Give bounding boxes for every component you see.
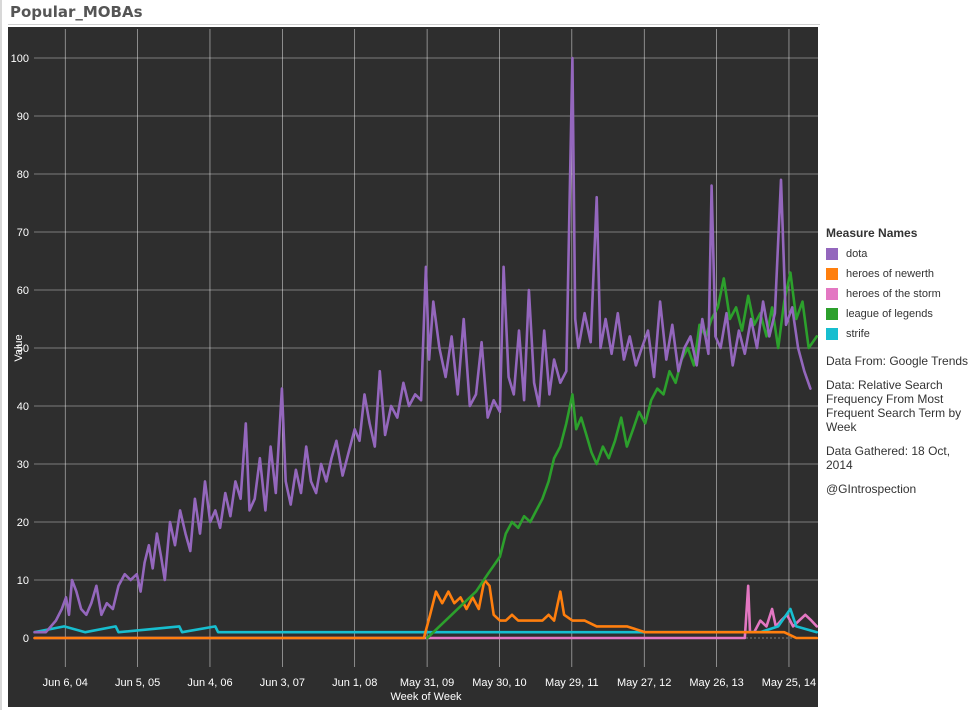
y-tick-label: 90: [17, 111, 29, 123]
legend-swatch: [826, 248, 838, 260]
legend: Measure Names dota heroes of newerth heroe…: [826, 226, 976, 496]
title-divider: [8, 24, 820, 25]
legend-title: Measure Names: [826, 226, 918, 240]
legend-label: heroes of the storm: [846, 288, 941, 300]
description-note: Data: Relative Search Frequency From Mos…: [826, 378, 962, 434]
legend-swatch: [826, 288, 838, 300]
series-line-strife: [33, 607, 819, 634]
series-line-league-of-legends: [425, 271, 819, 640]
legend-swatch: [826, 268, 838, 280]
legend-label: heroes of newerth: [846, 268, 935, 280]
y-tick-label: 10: [17, 575, 29, 587]
window-edge: [0, 0, 2, 710]
x-tick-label: Jun 3, 07: [260, 677, 305, 689]
x-tick-label: May 30, 10: [472, 677, 526, 689]
legend-label: strife: [846, 328, 870, 340]
legend-item-strife[interactable]: strife: [826, 324, 976, 344]
y-tick-label: 60: [17, 285, 29, 297]
x-tick-label: Jun 5, 05: [115, 677, 160, 689]
x-tick-label: Jun 6, 04: [43, 677, 88, 689]
handle-note: @GIntrospection: [826, 482, 917, 496]
series-line-heroes-of-newerth: [33, 578, 819, 640]
y-tick-label: 80: [17, 169, 29, 181]
legend-label: league of legends: [846, 308, 933, 320]
y-tick-label: 20: [17, 517, 29, 529]
x-axis-title: Week of Week: [390, 691, 462, 703]
legend-item-heroes-of-the-storm[interactable]: heroes of the storm: [826, 284, 976, 304]
legend-item-league-of-legends[interactable]: league of legends: [826, 304, 976, 324]
y-tick-label: 50: [17, 343, 29, 355]
legend-swatch: [826, 328, 838, 340]
legend-swatch: [826, 308, 838, 320]
x-tick-label: May 31, 09: [400, 677, 454, 689]
series-line-heroes-of-the-storm: [33, 584, 819, 640]
x-tick-label: May 26, 13: [689, 677, 743, 689]
y-tick-label: 100: [11, 53, 29, 65]
y-tick-label: 0: [23, 633, 29, 645]
legend-label: dota: [846, 248, 868, 260]
legend-items: dota heroes of newerth heroes of the storm…: [826, 244, 976, 344]
source-note: Data From: Google Trends: [826, 354, 969, 368]
x-tick-label: May 27, 12: [617, 677, 671, 689]
x-tick-label: May 25, 14: [762, 677, 816, 689]
y-tick-label: 40: [17, 401, 29, 413]
legend-item-heroes-of-newerth[interactable]: heroes of newerth: [826, 264, 976, 284]
x-tick-label: Jun 4, 06: [187, 677, 232, 689]
legend-item-dota[interactable]: dota: [826, 244, 976, 264]
y-tick-label: 70: [17, 227, 29, 239]
sheet-title: Popular_MOBAs: [10, 3, 143, 21]
x-tick-label: Jun 1, 08: [332, 677, 377, 689]
series-line-dota: [33, 56, 812, 634]
y-axis-title: Value: [13, 334, 25, 361]
y-tick-label: 30: [17, 459, 29, 471]
gathered-note: Data Gathered: 18 Oct, 2014: [826, 444, 951, 472]
x-tick-label: May 29, 11: [545, 677, 599, 689]
